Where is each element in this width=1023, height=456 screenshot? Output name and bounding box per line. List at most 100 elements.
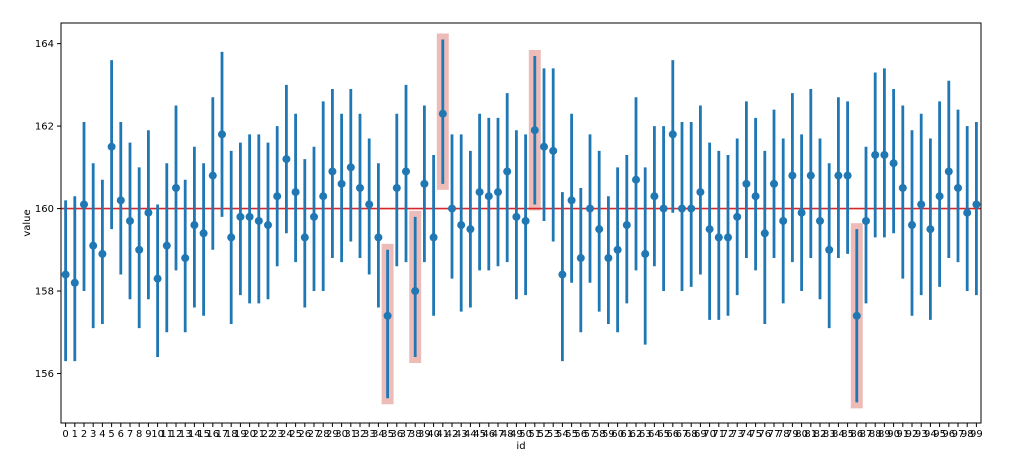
data-point (80, 200, 88, 209)
x-tick-label: 51 (528, 429, 541, 440)
x-tick-label: 30 (335, 429, 348, 440)
data-point (374, 233, 383, 242)
x-tick-label: 74 (740, 429, 753, 440)
x-tick-label: 52 (538, 429, 551, 440)
data-point (816, 216, 824, 225)
x-tick-label: 92 (906, 429, 919, 440)
data-point (208, 171, 217, 180)
data-point (254, 216, 263, 225)
data-point (107, 142, 116, 151)
x-tick-label: 60 (611, 429, 624, 440)
data-point (696, 188, 705, 197)
x-tick-label: 43 (455, 429, 468, 440)
x-tick-label: 89 (878, 429, 891, 440)
data-point (926, 225, 935, 234)
data-point (300, 233, 309, 242)
x-tick-label: 33 (363, 429, 376, 440)
x-tick-label: 37 (400, 429, 413, 440)
data-point (549, 146, 558, 155)
data-point (705, 225, 714, 234)
x-tick-label: 15 (197, 429, 210, 440)
x-tick-label: 7 (127, 429, 133, 440)
data-point (153, 274, 162, 283)
data-point (678, 204, 686, 213)
x-tick-label: 55 (565, 429, 578, 440)
data-point (273, 192, 282, 201)
x-tick-label: 56 (574, 429, 587, 440)
data-point (760, 229, 769, 238)
x-tick-label: 36 (390, 429, 403, 440)
data-point (917, 200, 926, 209)
data-point (770, 179, 778, 188)
data-point (714, 233, 723, 242)
x-tick-label: 99 (970, 429, 983, 440)
data-point (834, 171, 843, 180)
x-tick-label: 17 (216, 429, 229, 440)
data-point (650, 192, 659, 201)
data-point (135, 245, 144, 254)
data-point (852, 311, 861, 320)
data-point (733, 212, 742, 221)
x-tick-label: 1 (72, 429, 78, 440)
x-tick-label: 91 (896, 429, 909, 440)
y-axis-label: value (22, 209, 33, 236)
data-point (346, 163, 355, 172)
data-point (245, 212, 254, 221)
x-tick-label: 12 (170, 429, 183, 440)
x-tick-label: 39 (418, 429, 431, 440)
x-tick-label: 82 (814, 429, 827, 440)
x-tick-label: 61 (620, 429, 633, 440)
x-tick-label: 18 (225, 429, 238, 440)
data-point (365, 200, 374, 209)
x-tick-label: 70 (703, 429, 716, 440)
x-tick-label: 49 (510, 429, 523, 440)
x-tick-label: 28 (317, 429, 330, 440)
x-tick-label: 68 (685, 429, 698, 440)
data-point (843, 171, 852, 180)
x-tick-label: 62 (630, 429, 643, 440)
y-tick-label: 164 (35, 39, 54, 50)
x-tick-label: 98 (961, 429, 974, 440)
data-point (622, 221, 631, 230)
data-point (898, 183, 907, 192)
data-point (383, 311, 392, 320)
x-tick-label: 21 (252, 429, 265, 440)
data-point (540, 142, 548, 151)
x-tick-label: 93 (915, 429, 928, 440)
x-tick-label: 27 (308, 429, 321, 440)
x-tick-label: 5 (108, 429, 114, 440)
x-tick-label: 75 (749, 429, 762, 440)
data-point (806, 171, 815, 180)
x-tick-label: 42 (446, 429, 459, 440)
x-tick-label: 84 (832, 429, 845, 440)
x-tick-label: 64 (648, 429, 661, 440)
data-point (751, 192, 760, 201)
x-tick-label: 58 (593, 429, 606, 440)
data-point (218, 130, 226, 139)
x-tick-label: 47 (492, 429, 505, 440)
data-point (687, 204, 696, 213)
data-point (144, 208, 153, 217)
data-point (181, 254, 190, 263)
data-point (530, 126, 539, 135)
x-tick-label: 26 (298, 429, 311, 440)
data-point (576, 254, 585, 263)
data-point (724, 233, 732, 242)
plot-frame (60, 22, 982, 424)
x-tick-label: 79 (786, 429, 799, 440)
data-point (595, 225, 604, 234)
data-point (825, 245, 834, 254)
data-point (788, 171, 797, 180)
data-point (742, 179, 751, 188)
data-point (411, 287, 420, 296)
data-point (402, 167, 410, 176)
data-point (954, 183, 962, 192)
data-point (466, 225, 475, 234)
y-tick-label: 162 (35, 122, 54, 133)
data-point (944, 167, 953, 176)
data-point (512, 212, 521, 221)
x-tick-label: 94 (924, 429, 937, 440)
data-point (880, 150, 889, 159)
x-tick-label: 88 (869, 429, 882, 440)
x-tick-label: 13 (179, 429, 192, 440)
